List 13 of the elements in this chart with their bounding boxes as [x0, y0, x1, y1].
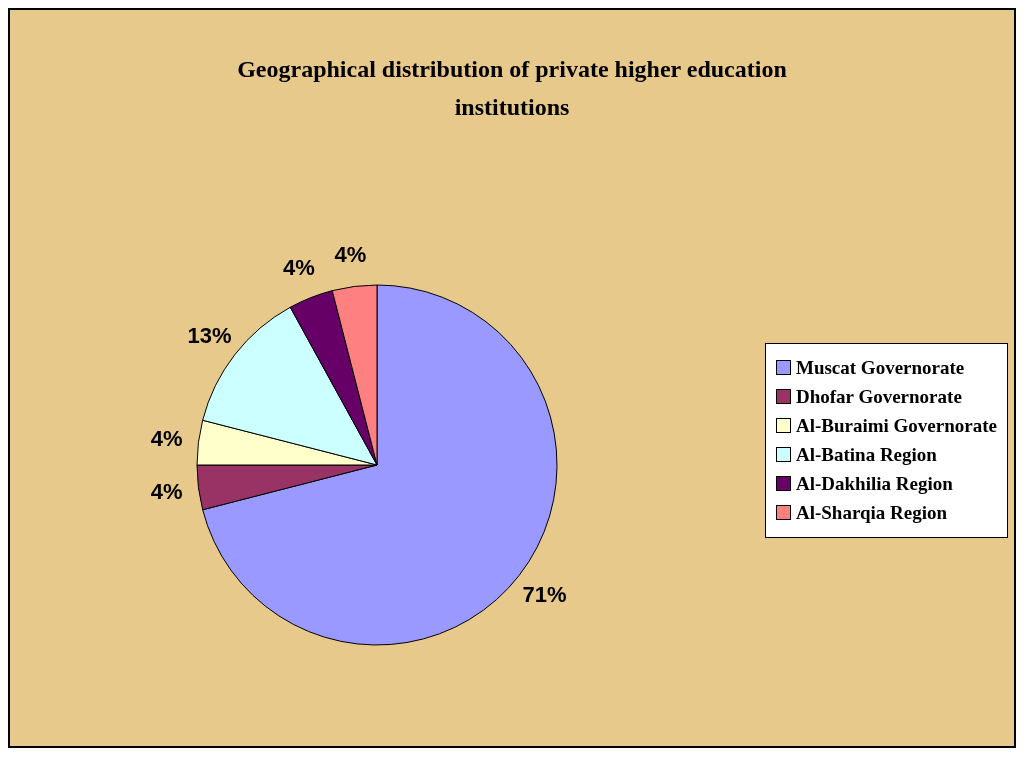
chart-title: Geographical distribution of private higher education institutions: [236, 55, 788, 122]
data-label: 71%: [522, 582, 567, 608]
legend-label: Al-Batina Region: [795, 443, 937, 466]
data-label: 4%: [283, 255, 315, 281]
data-label: 4%: [150, 479, 183, 505]
legend-label: Dhofar Governorate: [795, 385, 962, 408]
legend-label: Al-Sharqia Region: [795, 501, 948, 524]
legend-label: Al-Buraimi Governorate: [795, 414, 997, 437]
legend-label: Muscat Governorate: [795, 356, 965, 379]
data-label: 4%: [150, 425, 183, 451]
legend-label: Al-Dakhilia Region: [795, 472, 953, 495]
data-label: 13%: [187, 322, 232, 348]
data-label: 4%: [334, 242, 367, 268]
